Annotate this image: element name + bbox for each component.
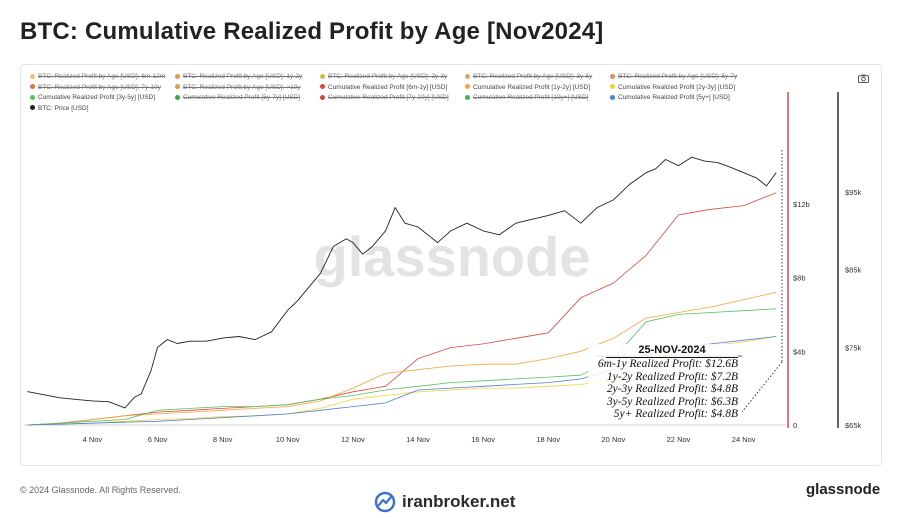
series-line-0 xyxy=(27,192,777,426)
legend-label: Cumulative Realized Profit [5y-7y] [USD] xyxy=(183,94,301,101)
glassnode-logo: glassnode xyxy=(806,481,881,498)
y-right-tick-label: $75k xyxy=(845,343,862,352)
annotation-line: 6m-1y Realized Profit: $12.6B xyxy=(597,358,738,370)
legend-swatch xyxy=(320,84,325,90)
legend-swatch xyxy=(465,94,470,100)
series-line-1 xyxy=(27,291,777,426)
legend-label: Cumulative Realized Profit [7y-10y] [USD… xyxy=(328,94,449,101)
legend-swatch xyxy=(30,73,35,79)
legend-item[interactable]: BTC: Realized Profit by Age [USD]: 2y-3y xyxy=(320,72,447,82)
y-right-tick-label: $65k xyxy=(845,421,862,430)
legend-swatch xyxy=(610,94,615,100)
legend-item[interactable]: BTC: Price [USD] xyxy=(30,104,89,114)
x-tick-label: 16 Nov xyxy=(471,435,495,444)
legend-swatch xyxy=(175,84,180,90)
legend-label: Cumulative Realized Profit [3y-5y] [USD] xyxy=(38,94,156,101)
watermark-text: glassnode xyxy=(314,225,591,288)
x-tick-label: 12 Nov xyxy=(341,435,365,444)
legend-item[interactable]: Cumulative Realized Profit [1y-2y] [USD] xyxy=(465,83,590,93)
broker-name: iranbroker.net xyxy=(402,492,516,511)
y-left-tick-label: 0 xyxy=(793,421,797,430)
legend-item[interactable]: BTC: Realized Profit by Age [USD]: 7y-10… xyxy=(30,83,161,93)
legend-label: BTC: Realized Profit by Age [USD]: 3y-5y xyxy=(473,73,593,80)
legend-item[interactable]: Cumulative Realized Profit [3y-5y] [USD] xyxy=(30,93,155,103)
legend-swatch xyxy=(320,73,325,79)
series-line-3 xyxy=(27,308,777,426)
legend-label: BTC: Price [USD] xyxy=(38,104,89,112)
x-tick-label: 8 Nov xyxy=(213,435,233,444)
camera-icon[interactable] xyxy=(858,74,869,86)
legend-item[interactable]: Cumulative Realized Profit [10y+] [USD] xyxy=(465,93,588,103)
legend-item[interactable]: BTC: Realized Profit by Age [USD]: 1y-2y xyxy=(175,72,302,82)
legend-item[interactable]: BTC: Realized Profit by Age [USD]: 5y-7y xyxy=(610,72,737,82)
legend-swatch xyxy=(610,73,615,79)
legend-item[interactable]: Cumulative Realized Profit [2y-3y] [USD] xyxy=(610,83,735,93)
x-tick-label: 24 Nov xyxy=(732,435,756,444)
y-left-tick-label: $4b xyxy=(793,347,806,356)
broker-logo-icon xyxy=(373,491,397,518)
legend-label: BTC: Realized Profit by Age [USD]: 7y-10… xyxy=(38,83,161,91)
legend-label: BTC: Realized Profit by Age [USD]: 1y-2y xyxy=(183,73,303,80)
legend-swatch xyxy=(465,73,470,79)
legend-row: Cumulative Realized Profit [3y-5y] [USD]… xyxy=(30,93,810,104)
legend-label: Cumulative Realized Profit [5y+] [USD] xyxy=(618,94,730,101)
legend-item[interactable]: BTC: Realized Profit by Age [USD]: 3y-5y xyxy=(465,72,592,82)
y-right-tick-label: $85k xyxy=(845,266,862,275)
x-tick-label: 18 Nov xyxy=(536,435,560,444)
legend-item[interactable]: Cumulative Realized Profit [5y+] [USD] xyxy=(610,93,730,103)
page-title: BTC: Cumulative Realized Profit by Age [… xyxy=(20,18,604,45)
annotation-line: 2y-3y Realized Profit: $4.8B xyxy=(606,383,738,396)
legend-swatch xyxy=(175,73,180,79)
x-tick-label: 6 Nov xyxy=(148,435,168,444)
x-tick-label: 14 Nov xyxy=(406,435,430,444)
y-left-tick-label: $8b xyxy=(793,274,806,283)
legend-item[interactable]: Cumulative Realized Profit [7y-10y] [USD… xyxy=(320,93,449,103)
legend-label: BTC: Realized Profit by Age [USD]: 6m-12… xyxy=(38,73,166,80)
annotation-line: 5y+ Realized Profit: $4.8B xyxy=(613,408,738,421)
annotation-line: 3y-5y Realized Profit: $6.3B xyxy=(606,395,738,408)
y-right-tick-label: $95k xyxy=(845,188,862,197)
legend-label: Cumulative Realized Profit [1y-2y] [USD] xyxy=(473,83,591,91)
legend-item[interactable]: BTC: Realized Profit by Age [USD]: 6m-12… xyxy=(30,72,165,82)
y-left-tick-label: $12b xyxy=(793,200,810,209)
legend-label: BTC: Realized Profit by Age [USD]: >10y xyxy=(183,83,301,91)
legend-item[interactable]: BTC: Realized Profit by Age [USD]: >10y xyxy=(175,83,301,93)
legend-label: Cumulative Realized Profit [10y+] [USD] xyxy=(473,94,589,101)
x-tick-label: 4 Nov xyxy=(83,435,103,444)
legend-row: BTC: Realized Profit by Age [USD]: 6m-12… xyxy=(30,72,810,83)
legend-swatch xyxy=(320,94,325,100)
legend-swatch xyxy=(30,105,35,111)
dotted-guide-diagonal xyxy=(741,361,783,413)
chart-legend: BTC: Realized Profit by Age [USD]: 6m-12… xyxy=(30,72,810,114)
annotation-box: 25-NOV-2024 6m-1y Realized Profit: $12.6… xyxy=(588,344,738,421)
legend-label: BTC: Realized Profit by Age [USD]: 2y-3y xyxy=(328,73,448,80)
chart-panel xyxy=(20,64,882,466)
legend-label: BTC: Realized Profit by Age [USD]: 5y-7y xyxy=(618,73,738,80)
x-tick-label: 22 Nov xyxy=(667,435,691,444)
price-line xyxy=(27,156,777,409)
legend-item[interactable]: Cumulative Realized Profit [5y-7y] [USD] xyxy=(175,93,300,103)
x-tick-label: 10 Nov xyxy=(276,435,300,444)
x-tick-label: 20 Nov xyxy=(602,435,626,444)
copyright-text: © 2024 Glassnode. All Rights Reserved. xyxy=(20,485,181,495)
legend-swatch xyxy=(30,84,35,90)
legend-label: Cumulative Realized Profit [6m-1y] [USD] xyxy=(328,83,448,91)
legend-row: BTC: Price [USD] xyxy=(30,104,810,115)
legend-item[interactable]: Cumulative Realized Profit [6m-1y] [USD] xyxy=(320,83,447,93)
annotation-date: 25-NOV-2024 xyxy=(606,344,738,358)
legend-swatch xyxy=(465,84,470,90)
legend-row: BTC: Realized Profit by Age [USD]: 7y-10… xyxy=(30,83,810,94)
legend-swatch xyxy=(610,84,615,90)
legend-swatch xyxy=(30,94,35,100)
legend-label: Cumulative Realized Profit [2y-3y] [USD] xyxy=(618,83,736,91)
legend-swatch xyxy=(175,94,180,100)
annotation-line: 1y-2y Realized Profit: $7.2B xyxy=(606,370,738,383)
